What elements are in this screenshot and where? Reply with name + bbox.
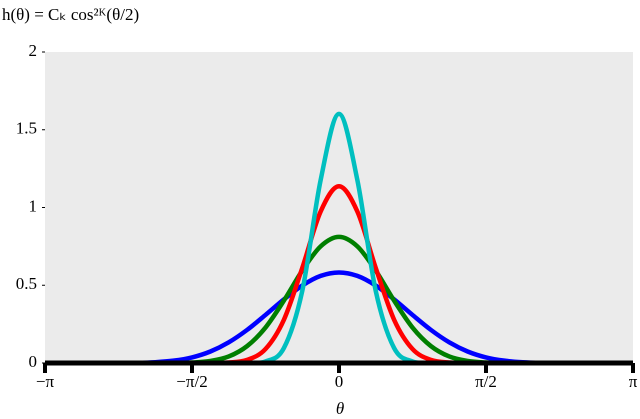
x-tick-label: 0 [335, 372, 344, 391]
y-tick-label: 1.5 [16, 119, 37, 138]
x-tick-label: −π/2 [176, 372, 207, 391]
plot-background [45, 52, 633, 363]
y-tick-label: 0 [29, 352, 38, 371]
y-tick-label: 0.5 [16, 274, 37, 293]
x-tick-label: π [629, 372, 638, 391]
x-tick-label: −π [36, 372, 55, 391]
y-tick-label: 1 [29, 196, 38, 215]
x-axis-label: θ [336, 399, 344, 418]
chart-title: h(θ) = Cₖ cos²ᴷ(θ/2) [2, 5, 139, 24]
x-tick-label: π/2 [475, 372, 497, 391]
y-tick-label: 2 [29, 41, 38, 60]
